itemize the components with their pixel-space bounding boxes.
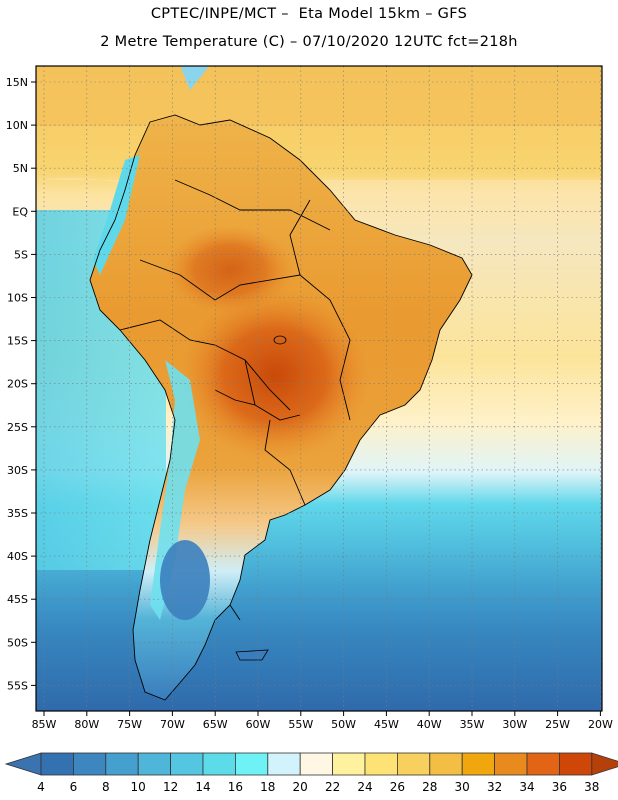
colorbar-tick-label: 32 — [487, 780, 502, 794]
lon-label: 35W — [460, 718, 485, 730]
amazon-heat-zone — [165, 225, 295, 315]
lat-label: 25S — [7, 421, 28, 434]
temperature-map: 15N 10N 5N EQ 5S 10S 15S 20S 25S 30S 35S 40S 45S 50S 5… — [6, 65, 613, 730]
colorbar-bin — [299, 752, 334, 776]
colorbar-bin — [40, 752, 74, 776]
lat-label: 20S — [7, 378, 28, 391]
colorbar-bin — [526, 752, 560, 776]
lon-label: 85W — [32, 718, 57, 730]
colorbar-tick-label: 26 — [390, 780, 405, 794]
andes-south-cool — [150, 360, 200, 620]
colorbar-bin — [396, 752, 431, 776]
colorbar-tick-label: 38 — [584, 780, 599, 794]
colorbar-tick-label: 6 — [70, 780, 78, 794]
colorbar-tick-label: 16 — [228, 780, 243, 794]
lon-label: 45W — [374, 718, 399, 730]
colorbar-tick-label: 10 — [131, 780, 146, 794]
lon-label: 25W — [545, 718, 570, 730]
colorbar-tick-label: 14 — [195, 780, 210, 794]
colorbar-bin — [267, 752, 301, 776]
lon-label: 70W — [160, 718, 185, 730]
longitude-labels: 85W 80W 75W 70W 65W 60W 55W 50W 45W 40W 35W 30W 25W 2… — [32, 711, 613, 730]
latitude-labels: 15N 10N 5N EQ 5S 10S 15S 20S 25S 30S 35S 40S 45S 50S 5… — [6, 76, 36, 692]
lon-label: 80W — [74, 718, 99, 730]
colorbar-tick-label: 4 — [37, 780, 45, 794]
lat-label: 45S — [7, 593, 28, 606]
country-borders — [89, 114, 473, 701]
colorbar-bin — [202, 752, 236, 776]
colorbar-tick-label: 20 — [293, 780, 308, 794]
lat-label: 55S — [7, 679, 28, 692]
colorbar-tick-label: 28 — [422, 780, 437, 794]
lat-label: 40S — [7, 550, 28, 563]
lon-label: 40W — [417, 718, 442, 730]
colorbar-tick-label: 8 — [102, 780, 110, 794]
lon-label: 20W — [588, 718, 613, 730]
title-line-2: 2 Metre Temperature (C) – 07/10/2020 12U… — [100, 34, 518, 50]
colorbar-bin — [73, 752, 107, 776]
caribbean-cool-spot — [180, 66, 210, 90]
lon-label: 55W — [288, 718, 313, 730]
colorbar-bin — [494, 752, 528, 776]
colorbar-bin — [137, 752, 171, 776]
colorbar-bin — [105, 752, 139, 776]
lat-label: 15N — [6, 76, 28, 89]
patagonia-cold — [160, 540, 210, 620]
colorbar-low-arrow — [4, 752, 42, 776]
map-frame — [35, 65, 603, 712]
title-line-1: CPTEC/INPE/MCT – Eta Model 15km – GFS — [150, 6, 468, 22]
colorbar-tick-label: 18 — [260, 780, 275, 794]
colorbar-bin — [170, 752, 204, 776]
falkland-islands — [235, 649, 269, 661]
colorbar-tick-label: 30 — [455, 780, 470, 794]
lat-label: 5S — [14, 248, 28, 261]
colorbar: 4 6 8 10 12 14 16 18 20 22 24 26 28 30 32 34 36 38 — [4, 752, 618, 794]
colorbar-bin — [364, 752, 398, 776]
lat-label: 30S — [7, 464, 28, 477]
lat-label: 50S — [7, 636, 28, 649]
lat-label: 10N — [6, 119, 28, 132]
lat-label: EQ — [12, 205, 28, 218]
lat-label: 35S — [7, 507, 28, 520]
caribbean-warm-band — [36, 66, 602, 126]
colorbar-bin — [429, 752, 463, 776]
lon-label: 60W — [246, 718, 271, 730]
colorbar-tick-label: 12 — [163, 780, 178, 794]
lat-label: 15S — [7, 335, 28, 348]
colorbar-tick-label: 34 — [519, 780, 534, 794]
colorbar-tick-label: 22 — [325, 780, 340, 794]
lon-label: 65W — [203, 718, 228, 730]
lat-label: 5N — [13, 162, 28, 175]
colorbar-tick-label: 36 — [552, 780, 567, 794]
colorbar-bin — [234, 752, 269, 776]
colorbar-bin — [332, 752, 366, 776]
lon-label: 30W — [502, 718, 527, 730]
colorbar-high-arrow — [591, 752, 618, 776]
colorbar-tick-label: 24 — [357, 780, 372, 794]
central-heat-core — [180, 290, 370, 460]
lon-label: 75W — [117, 718, 142, 730]
colorbar-bin — [461, 752, 496, 776]
colorbar-bin — [559, 752, 593, 776]
lon-label: 50W — [331, 718, 356, 730]
lat-label: 10S — [7, 292, 28, 305]
pantanal-outline — [273, 335, 287, 345]
